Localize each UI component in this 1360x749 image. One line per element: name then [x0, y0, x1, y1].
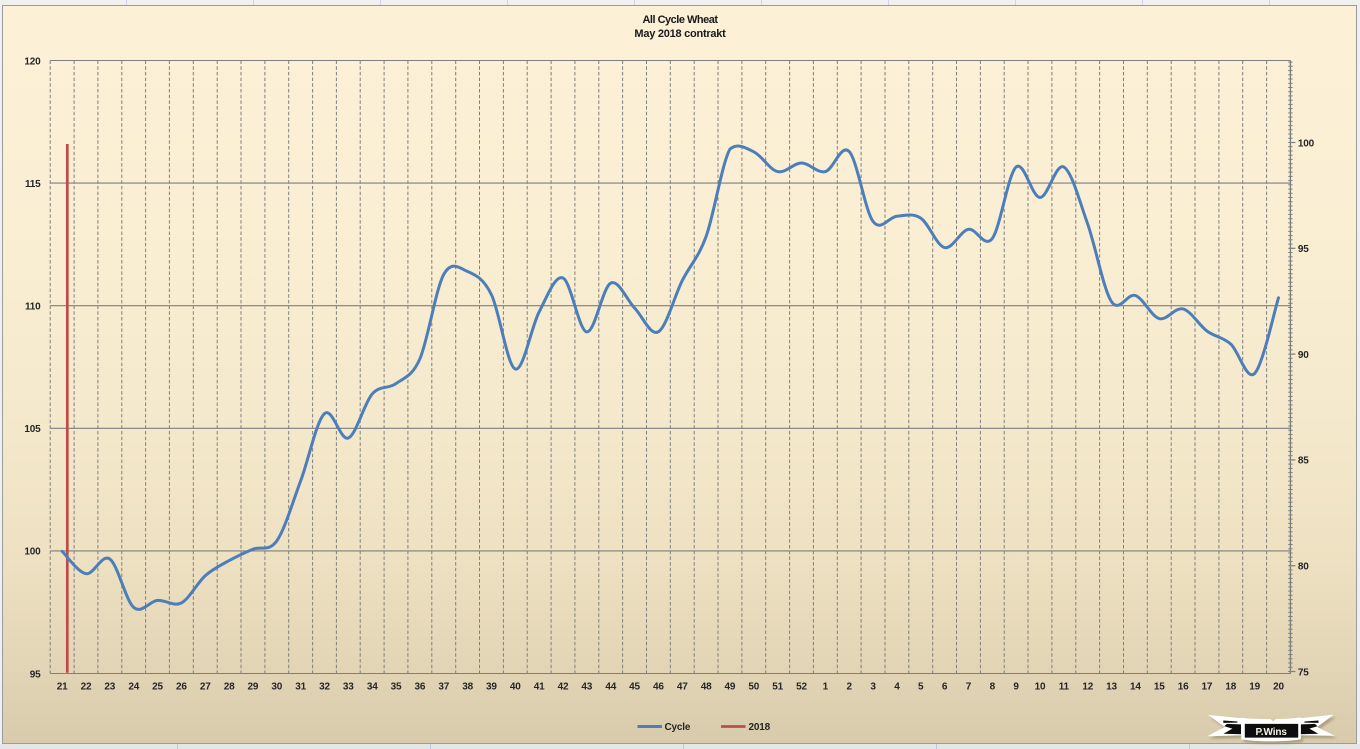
svg-text:44: 44 — [605, 682, 616, 693]
svg-text:80: 80 — [1298, 562, 1309, 573]
svg-text:45: 45 — [629, 682, 640, 693]
svg-text:38: 38 — [462, 682, 473, 693]
svg-text:15: 15 — [1154, 682, 1165, 693]
svg-text:37: 37 — [438, 682, 449, 693]
svg-text:49: 49 — [725, 682, 736, 693]
svg-text:7: 7 — [966, 682, 972, 693]
svg-text:May 2018 contrakt: May 2018 contrakt — [634, 28, 726, 40]
svg-text:10: 10 — [1035, 682, 1046, 693]
svg-text:All Cycle Wheat: All Cycle Wheat — [642, 14, 718, 26]
svg-text:48: 48 — [701, 682, 712, 693]
svg-text:8: 8 — [990, 682, 996, 693]
svg-text:11: 11 — [1059, 682, 1070, 693]
svg-text:20: 20 — [1273, 682, 1284, 693]
svg-text:13: 13 — [1106, 682, 1117, 693]
svg-text:3: 3 — [870, 682, 876, 693]
svg-text:100: 100 — [1298, 138, 1315, 149]
svg-text:120: 120 — [24, 56, 41, 67]
svg-text:28: 28 — [224, 682, 235, 693]
svg-text:6: 6 — [942, 682, 948, 693]
svg-text:9: 9 — [1013, 682, 1019, 693]
svg-text:95: 95 — [30, 669, 41, 680]
svg-text:12: 12 — [1082, 682, 1093, 693]
svg-text:19: 19 — [1249, 682, 1260, 693]
svg-text:Cycle: Cycle — [665, 722, 691, 733]
svg-text:50: 50 — [748, 682, 759, 693]
svg-text:25: 25 — [152, 682, 163, 693]
svg-text:46: 46 — [653, 682, 664, 693]
svg-text:41: 41 — [534, 682, 545, 693]
svg-text:4: 4 — [894, 682, 900, 693]
svg-text:31: 31 — [295, 682, 306, 693]
svg-text:2018: 2018 — [749, 722, 771, 733]
svg-text:16: 16 — [1178, 682, 1189, 693]
svg-text:52: 52 — [796, 682, 807, 693]
svg-text:40: 40 — [510, 682, 521, 693]
svg-text:35: 35 — [391, 682, 402, 693]
svg-text:39: 39 — [486, 682, 497, 693]
svg-text:23: 23 — [104, 682, 115, 693]
svg-text:27: 27 — [200, 682, 211, 693]
svg-text:90: 90 — [1298, 350, 1309, 361]
svg-text:2: 2 — [847, 682, 853, 693]
svg-text:P.Wins: P.Wins — [1256, 727, 1288, 738]
svg-text:75: 75 — [1298, 667, 1309, 678]
svg-text:1: 1 — [823, 682, 829, 693]
svg-text:100: 100 — [24, 547, 41, 558]
svg-text:51: 51 — [772, 682, 783, 693]
svg-text:110: 110 — [25, 302, 41, 313]
svg-text:24: 24 — [128, 682, 139, 693]
svg-text:17: 17 — [1202, 682, 1213, 693]
svg-text:105: 105 — [24, 424, 41, 435]
svg-text:29: 29 — [248, 682, 259, 693]
svg-text:32: 32 — [319, 682, 330, 693]
svg-text:95: 95 — [1298, 244, 1309, 255]
svg-text:36: 36 — [415, 682, 426, 693]
svg-text:47: 47 — [677, 682, 688, 693]
svg-text:26: 26 — [176, 682, 187, 693]
svg-text:33: 33 — [343, 682, 354, 693]
svg-text:22: 22 — [81, 682, 92, 693]
svg-text:30: 30 — [271, 682, 282, 693]
svg-text:34: 34 — [367, 682, 378, 693]
svg-text:42: 42 — [558, 682, 569, 693]
svg-text:115: 115 — [25, 179, 41, 190]
svg-text:21: 21 — [57, 682, 68, 693]
svg-text:85: 85 — [1298, 456, 1309, 467]
svg-text:14: 14 — [1130, 682, 1141, 693]
svg-text:5: 5 — [918, 682, 924, 693]
svg-text:18: 18 — [1225, 682, 1236, 693]
svg-text:43: 43 — [581, 682, 592, 693]
